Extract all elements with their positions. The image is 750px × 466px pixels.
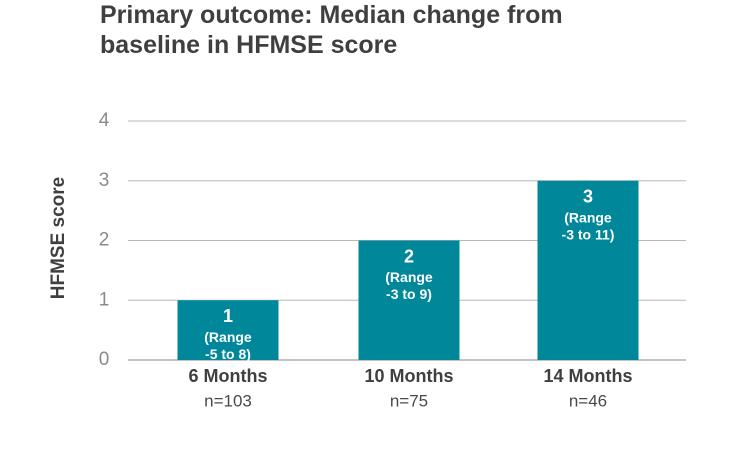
bar-range-label: -3 to 9)	[386, 286, 432, 302]
bar-range-label: -3 to 11)	[562, 226, 615, 242]
chart-title: Primary outcome: Median change from base…	[100, 0, 563, 60]
chart-title-line-2: baseline in HFMSE score	[100, 31, 398, 59]
bar-range-label: -5 to 8)	[205, 346, 251, 362]
bar-range-label: (Range	[204, 329, 252, 345]
y-tick-label: 2	[99, 230, 110, 251]
bar-value-label: 2	[404, 246, 414, 266]
bar-range-label: (Range	[385, 269, 433, 285]
sample-size-label: n=46	[569, 391, 607, 410]
chart-title-line-1: Primary outcome: Median change from	[100, 1, 563, 29]
y-axis: 0 1 2 3 4	[99, 110, 110, 370]
sample-size-label: n=75	[390, 391, 428, 410]
y-tick-label: 3	[99, 170, 110, 191]
bar	[177, 300, 279, 360]
bar	[358, 240, 460, 360]
bars: 1(Range-5 to 8)2(Range-3 to 9)3(Range-3 …	[177, 180, 639, 362]
x-category-label: 10 Months	[364, 366, 453, 386]
sample-size-label: n=103	[204, 391, 252, 410]
bar-value-label: 3	[583, 187, 593, 207]
category-labels: 6 Months n=103 10 Months n=75 14 Months n=46	[189, 366, 633, 411]
x-category-label: 14 Months	[543, 366, 632, 386]
bar	[537, 180, 639, 360]
x-category-label: 6 Months	[189, 366, 268, 386]
y-tick-label: 0	[99, 349, 110, 370]
bar-value-label: 1	[223, 306, 233, 326]
bar-range-label: (Range	[564, 209, 612, 225]
y-tick-label: 4	[99, 110, 110, 131]
y-tick-label: 1	[99, 289, 110, 310]
y-axis-label: HFMSE score	[48, 177, 69, 299]
